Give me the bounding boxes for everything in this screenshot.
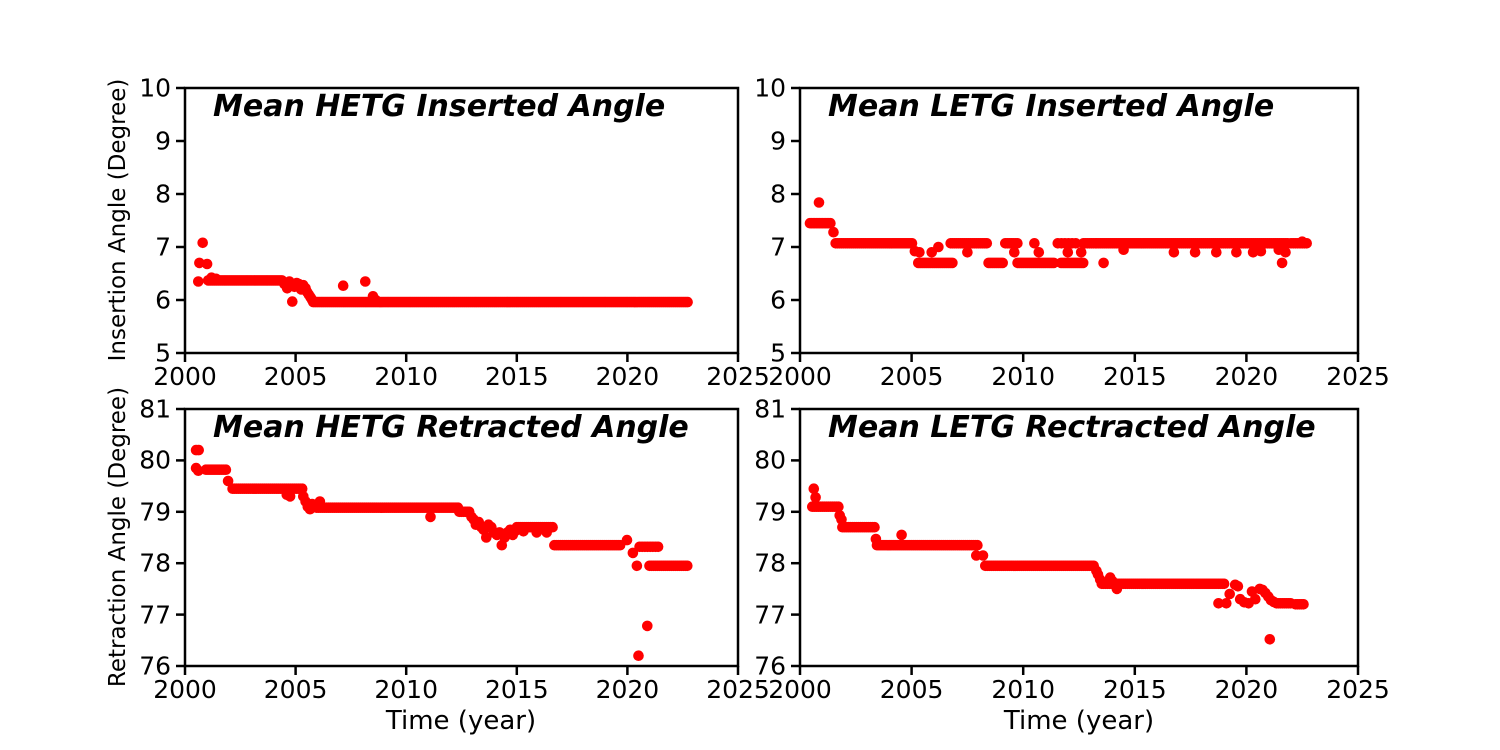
y-tick-label: 6 [155,285,171,315]
x-tick-label: 2005 [879,362,944,391]
scatter-series [193,237,693,308]
y-tick-label: 10 [754,73,786,103]
x-axis-label-right: Time (year) [1003,706,1155,736]
x-tick-label: 2000 [153,362,217,391]
y-tick-label: 81 [139,394,171,424]
x-tick-label: 2025 [706,362,770,391]
plot-title: Mean HETG Inserted Angle [213,89,666,124]
plot-canvas [791,407,1360,675]
y-tick-label: 78 [139,548,171,578]
y-tick-label: 10 [139,73,171,103]
x-tick-label: 2010 [374,675,438,704]
axes-spines [798,86,1360,355]
plot-title: Mean HETG Retracted Angle [213,410,689,445]
scatter-series [807,483,1309,645]
x-axis-label-left: Time (year) [385,706,537,736]
y-tick-label: 76 [139,651,171,681]
x-tick-label: 2025 [706,675,770,704]
x-tick-label: 2005 [263,675,328,704]
x-tick-label: 2010 [991,675,1055,704]
scatter-series [804,197,1312,269]
x-tick-label: 2005 [879,675,944,704]
x-tick-label: 2020 [1214,675,1279,704]
y-tick-label: 8 [155,179,171,209]
x-tick-label: 2000 [768,675,832,704]
y-tick-label: 7 [155,232,171,262]
x-tick-label: 2010 [991,362,1055,391]
x-tick-label: 2020 [1214,362,1279,391]
axes-spines [183,86,740,355]
y-axis-label-retraction: Retraction Angle (Degree) [105,386,131,688]
y-tick-label: 76 [754,651,786,681]
plot-canvas [176,86,740,362]
y-tick-label: 79 [139,497,171,527]
x-tick-label: 2015 [484,362,549,391]
plot-title: Mean LETG Rectracted Angle [828,410,1316,445]
x-tick-label: 2000 [153,675,217,704]
plot-canvas [176,407,740,675]
x-tick-label: 2005 [263,362,328,391]
y-tick-label: 6 [770,285,786,315]
y-tick-label: 80 [139,445,171,475]
y-tick-label: 77 [139,599,171,629]
plot-mean-hetg-inserted-angle: Mean HETG Inserted Angle 2000 2005 2010 201… [139,74,770,390]
x-tick-label: 2015 [484,675,549,704]
y-tick-label: 5 [770,338,786,368]
axes-spines [183,407,740,668]
x-tick-label: 2025 [1326,675,1390,704]
x-tick-label: 2015 [1102,362,1167,391]
y-tick-label: 9 [155,126,171,156]
y-tick-label: 77 [754,599,786,629]
y-tick-label: 81 [754,394,786,424]
y-tick-label: 80 [754,445,786,475]
y-tick-label: 78 [754,548,786,578]
x-tick-label: 2000 [768,362,832,391]
x-tick-label: 2020 [595,675,660,704]
y-tick-label: 8 [770,179,786,209]
x-tick-label: 2015 [1102,675,1167,704]
y-tick-label: 5 [155,338,171,368]
y-tick-label: 7 [770,232,786,262]
plot-mean-hetg-retracted-angle: Mean HETG Retracted Angle 2000 2005 2010 20… [139,395,770,703]
scatter-series [190,444,693,661]
plot-mean-letg-rectracted-angle: Mean LETG Rectracted Angle 2000 2005 2010 2… [754,395,1390,703]
plot-mean-letg-inserted-angle: Mean LETG Inserted Angle 2000 2005 2010 201… [754,74,1390,390]
plot-canvas [791,86,1360,362]
x-tick-label: 2020 [595,362,660,391]
axes-spines [798,407,1360,668]
plot-title: Mean LETG Inserted Angle [828,89,1275,124]
y-tick-label: 9 [770,126,786,156]
x-tick-label: 2025 [1326,362,1390,391]
x-tick-label: 2010 [374,362,438,391]
y-tick-label: 79 [754,497,786,527]
